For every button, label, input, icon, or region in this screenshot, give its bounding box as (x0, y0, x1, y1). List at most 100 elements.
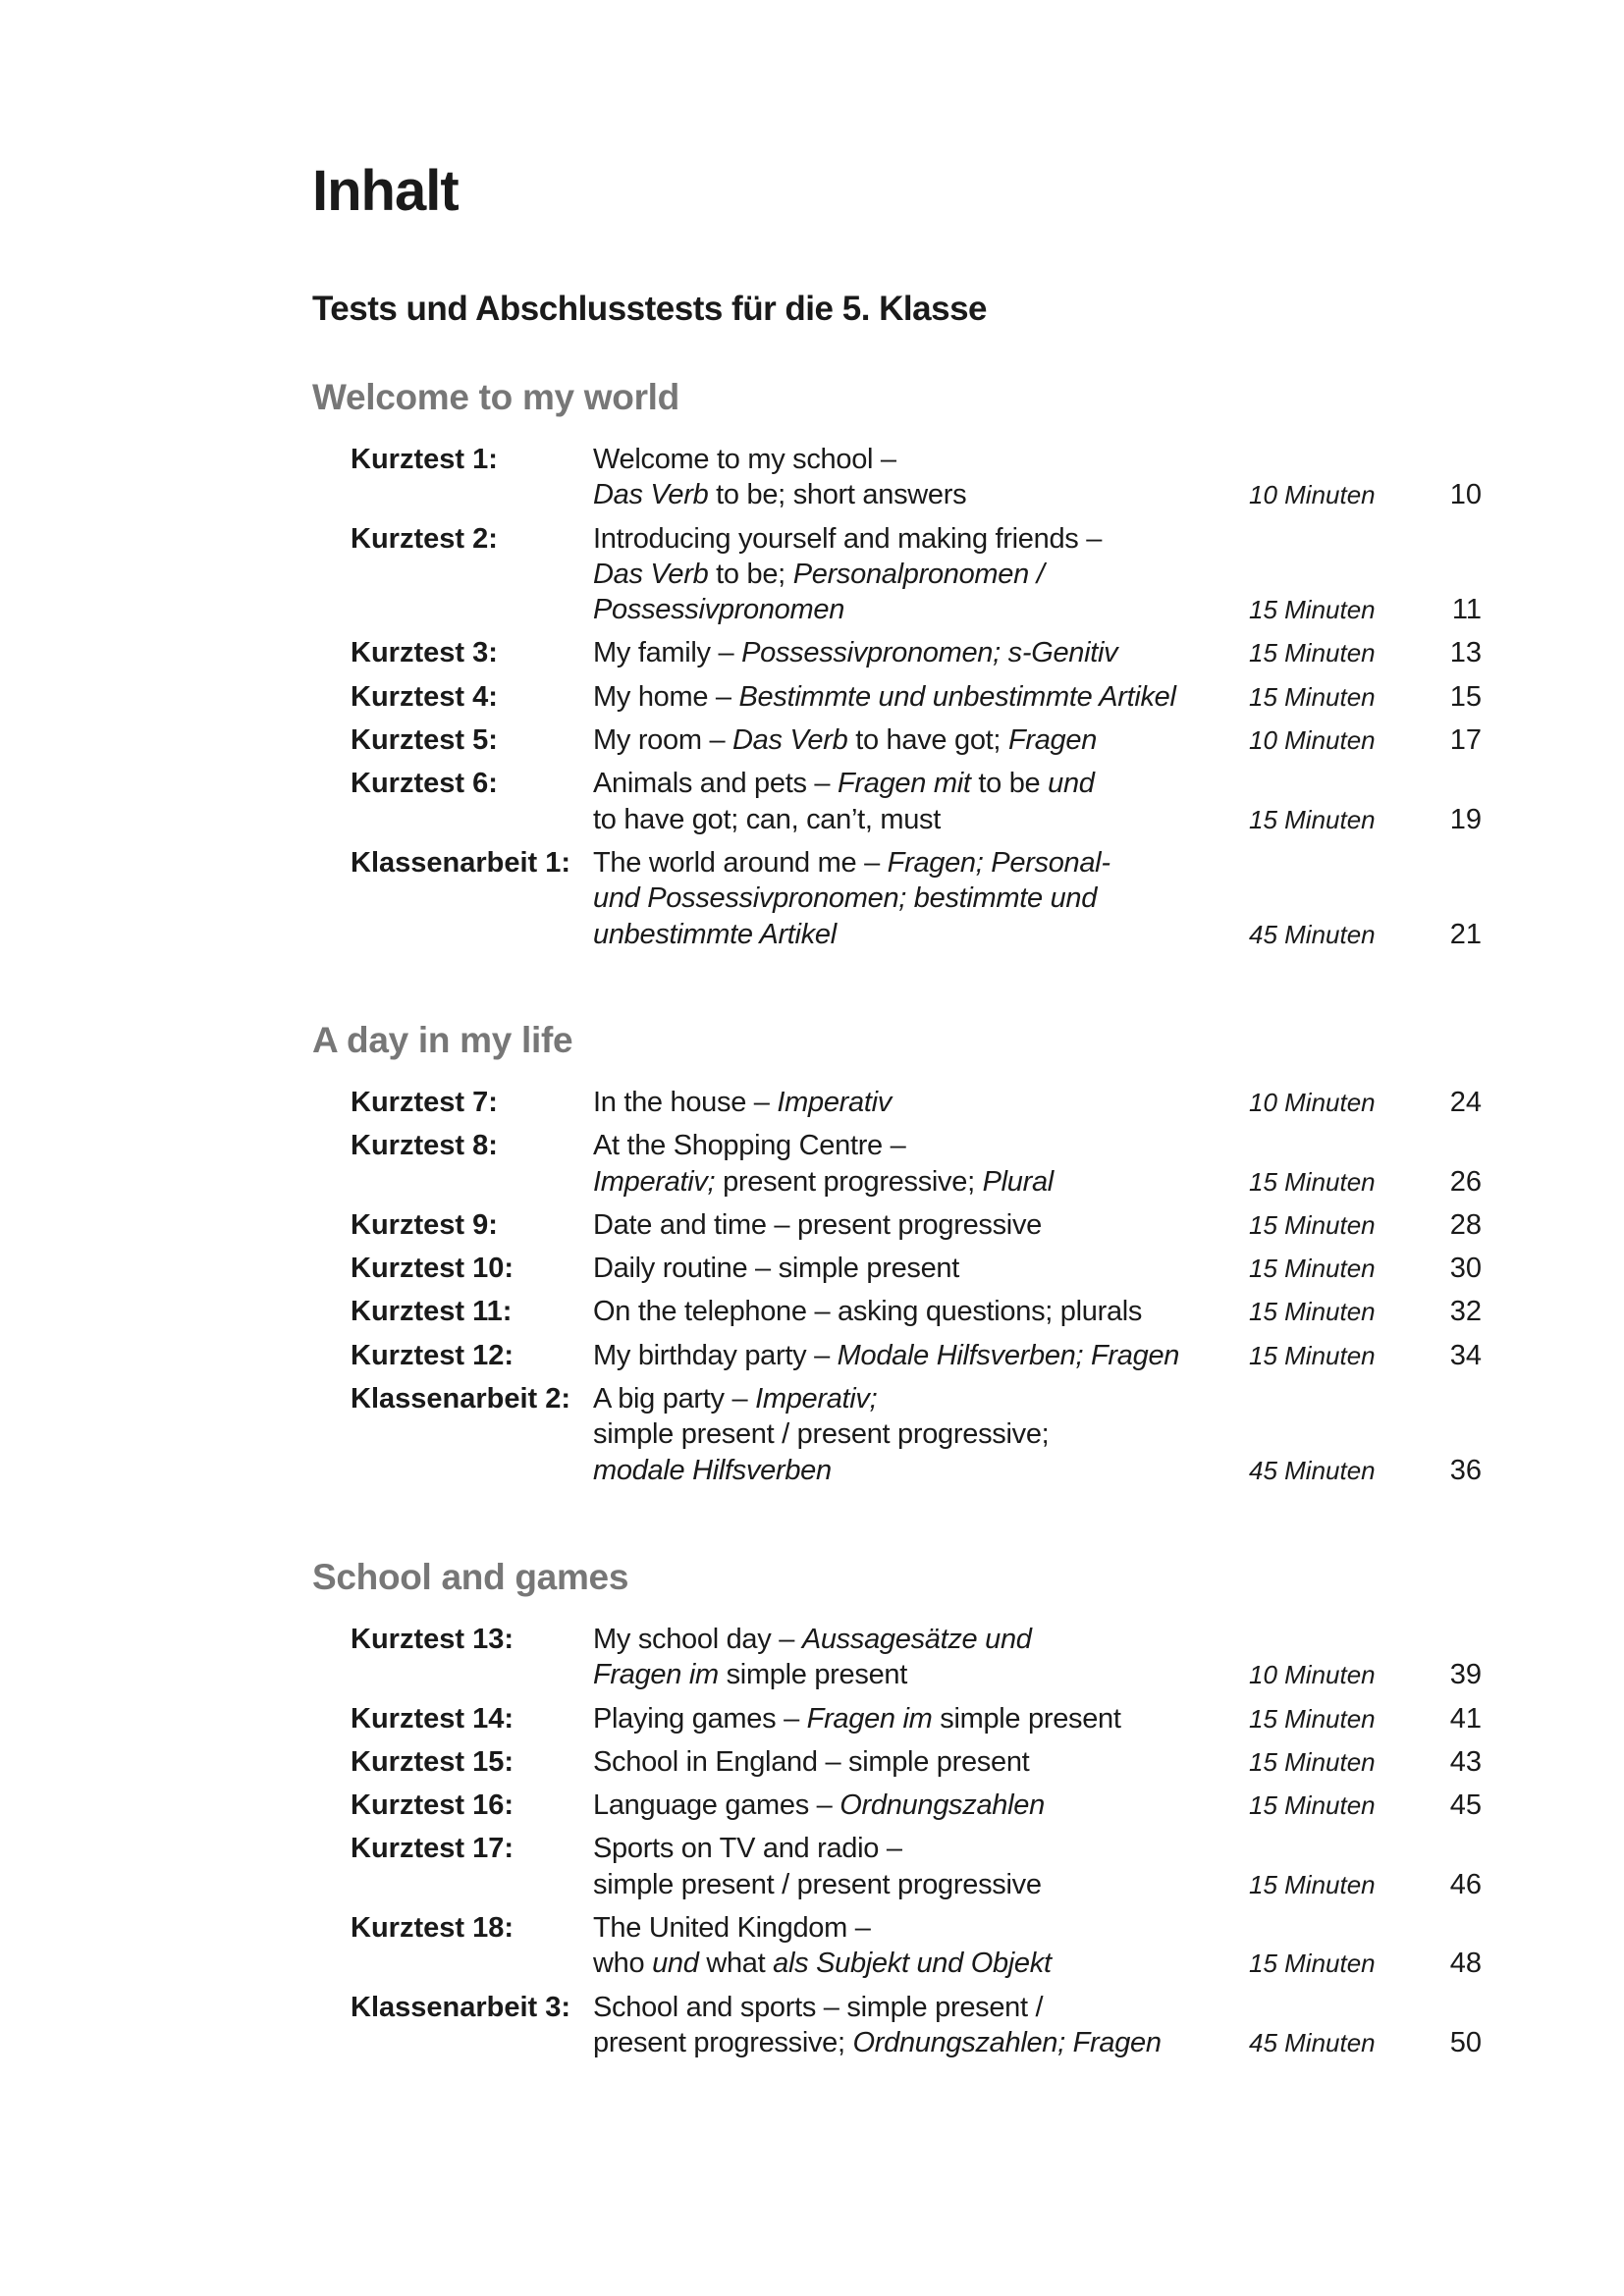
description-line: who und what als Subjekt und Objekt (593, 1946, 1249, 1981)
italic-text: Das Verb (593, 479, 709, 511)
entry-description: A big party – Imperativ; simple present /… (593, 1381, 1249, 1488)
entry-page-number: 30 (1449, 1253, 1482, 1285)
italic-text: und (652, 1948, 699, 1980)
description-line: The United Kingdom – (593, 1910, 1249, 1946)
text: My birthday party – (593, 1339, 838, 1371)
entry-label: Kurztest 16: (351, 1789, 514, 1822)
entry-duration: 15 Minuten (1249, 1166, 1376, 1197)
italic-text: Fragen mit (838, 768, 971, 800)
italic-text: als Subjekt und Objekt (773, 1948, 1052, 1980)
entry-label: Kurztest 12: (351, 1339, 514, 1371)
entry-label: Kurztest 7: (351, 1087, 498, 1118)
toc-entry: Kurztest 12: My birthday party – Modale H… (351, 1338, 1490, 1373)
description-line: to have got; can, can’t, must (593, 802, 1249, 837)
description-line: My birthday party – Modale Hilfsverben; … (593, 1338, 1249, 1373)
description-line: Playing games – Fragen im simple present (593, 1701, 1249, 1736)
entry-label: Kurztest 14: (351, 1702, 514, 1735)
text: Sports on TV and radio – (593, 1833, 902, 1865)
description-line: Das Verb to be; short answers (593, 477, 1249, 512)
description-line: Language games – Ordnungszahlen (593, 1788, 1249, 1823)
italic-text: Personalpronomen / (792, 558, 1045, 590)
entry-label: Klassenarbeit 2: (351, 1383, 571, 1415)
entry-page-number: 41 (1449, 1702, 1482, 1735)
italic-text: Fragen im (806, 1702, 933, 1735)
entry-duration: 10 Minuten (1249, 480, 1376, 510)
entry-duration: 45 Minuten (1249, 919, 1376, 949)
entry-description: My school day – Aussagesätze und Fragen i… (593, 1622, 1249, 1693)
entry-description: The world around me – Fragen; Personal-u… (593, 845, 1249, 952)
entry-duration: 10 Minuten (1249, 725, 1376, 756)
section-heading: School and games (312, 1557, 629, 1597)
italic-text: Das Verb (732, 724, 848, 757)
toc-section: School and games Kurztest 13: My school da… (312, 1553, 1490, 2068)
entry-description: Language games – Ordnungszahlen (593, 1788, 1249, 1823)
toc-entry: Kurztest 7: In the house – Imperativ 10 Mi… (351, 1085, 1490, 1120)
description-line: School in England – simple present (593, 1744, 1249, 1780)
entry-page-number: 19 (1449, 803, 1482, 835)
description-line: The world around me – Fragen; Personal- (593, 845, 1249, 881)
entry-duration: 45 Minuten (1249, 2027, 1376, 2057)
italic-text: Das Verb (593, 558, 709, 590)
description-line: Animals and pets – Fragen mit to be und (593, 766, 1249, 801)
text: School and sports – simple present / (593, 1991, 1044, 2023)
entry-duration: 15 Minuten (1249, 804, 1376, 834)
description-line: My family – Possessivpronomen; s-Genitiv (593, 635, 1249, 670)
text: what (698, 1948, 774, 1980)
toc-entry: Kurztest 14: Playing games – Fragen im si… (351, 1701, 1490, 1736)
entry-description: School in England – simple present (593, 1744, 1249, 1780)
text: to be; (708, 558, 793, 590)
entry-label: Kurztest 2: (351, 522, 498, 555)
description-line: A big party – Imperativ; (593, 1381, 1249, 1416)
description-line: modale Hilfsverben (593, 1453, 1249, 1488)
toc-entry: Kurztest 15: School in England – simple p… (351, 1744, 1490, 1780)
entry-description: Playing games – Fragen im simple present (593, 1701, 1249, 1736)
toc-entry: Kurztest 11: On the telephone – asking qu… (351, 1294, 1490, 1329)
entry-duration: 15 Minuten (1249, 1297, 1376, 1327)
entry-page-number: 39 (1449, 1659, 1482, 1691)
entry-page-number: 21 (1449, 918, 1482, 950)
text: to be (970, 768, 1049, 800)
text: At the Shopping Centre – (593, 1130, 906, 1162)
toc-entry: Kurztest 8: At the Shopping Centre – Imper… (351, 1128, 1490, 1200)
entry-label: Kurztest 3: (351, 637, 498, 669)
toc-entry: Klassenarbeit 2: A big party – Imperativ;… (351, 1381, 1490, 1488)
italic-text: Imperativ; (755, 1383, 878, 1415)
description-line: Daily routine – simple present (593, 1251, 1249, 1286)
toc-entry: Klassenarbeit 1: The world around me – Fr… (351, 845, 1490, 952)
text: My room – (593, 724, 733, 757)
text: to have got; (847, 724, 1008, 757)
entry-label: Kurztest 9: (351, 1208, 498, 1241)
entry-page-number: 34 (1449, 1339, 1482, 1371)
description-line: Date and time – present progressive (593, 1207, 1249, 1243)
entry-description: Date and time – present progressive (593, 1207, 1249, 1243)
description-line: Fragen im simple present (593, 1657, 1249, 1692)
italic-text: modale Hilfsverben (593, 1454, 832, 1486)
italic-text: unbestimmte Artikel (593, 918, 837, 950)
text: present progressive; (715, 1165, 983, 1198)
entry-duration: 15 Minuten (1249, 1254, 1376, 1284)
entry-description: Introducing yourself and making friends … (593, 521, 1249, 628)
entry-page-number: 10 (1449, 479, 1482, 511)
text: The United Kingdom – (593, 1912, 871, 1945)
section-heading: Welcome to my world (312, 377, 679, 417)
entry-duration: 15 Minuten (1249, 1949, 1376, 1979)
entry-duration: 15 Minuten (1249, 681, 1376, 712)
text: A big party – (593, 1383, 756, 1415)
text: Playing games – (593, 1702, 807, 1735)
toc-entry: Klassenarbeit 3: School and sports – simp… (351, 1990, 1490, 2061)
entry-description: School and sports – simple present / pres… (593, 1990, 1249, 2061)
entry-description: Sports on TV and radio – simple present /… (593, 1831, 1249, 1902)
description-line: My home – Bestimmte und unbestimmte Arti… (593, 679, 1249, 715)
italic-text: Fragen (1007, 724, 1098, 757)
toc-entry: Kurztest 10: Daily routine – simple prese… (351, 1251, 1490, 1286)
toc-entry: Kurztest 16: Language games – Ordnungszah… (351, 1788, 1490, 1823)
entry-page-number: 48 (1449, 1948, 1482, 1980)
toc-entry: Kurztest 4: My home – Bestimmte und unbes… (351, 679, 1490, 715)
text: School in England – simple present (593, 1745, 1030, 1778)
entry-duration: 45 Minuten (1249, 1455, 1376, 1485)
entry-page-number: 17 (1449, 724, 1482, 757)
entry-description: Animals and pets – Fragen mit to be und t… (593, 766, 1249, 837)
text: My school day – (593, 1624, 802, 1655)
text: My family – (593, 637, 742, 669)
entry-duration: 15 Minuten (1249, 1869, 1376, 1899)
